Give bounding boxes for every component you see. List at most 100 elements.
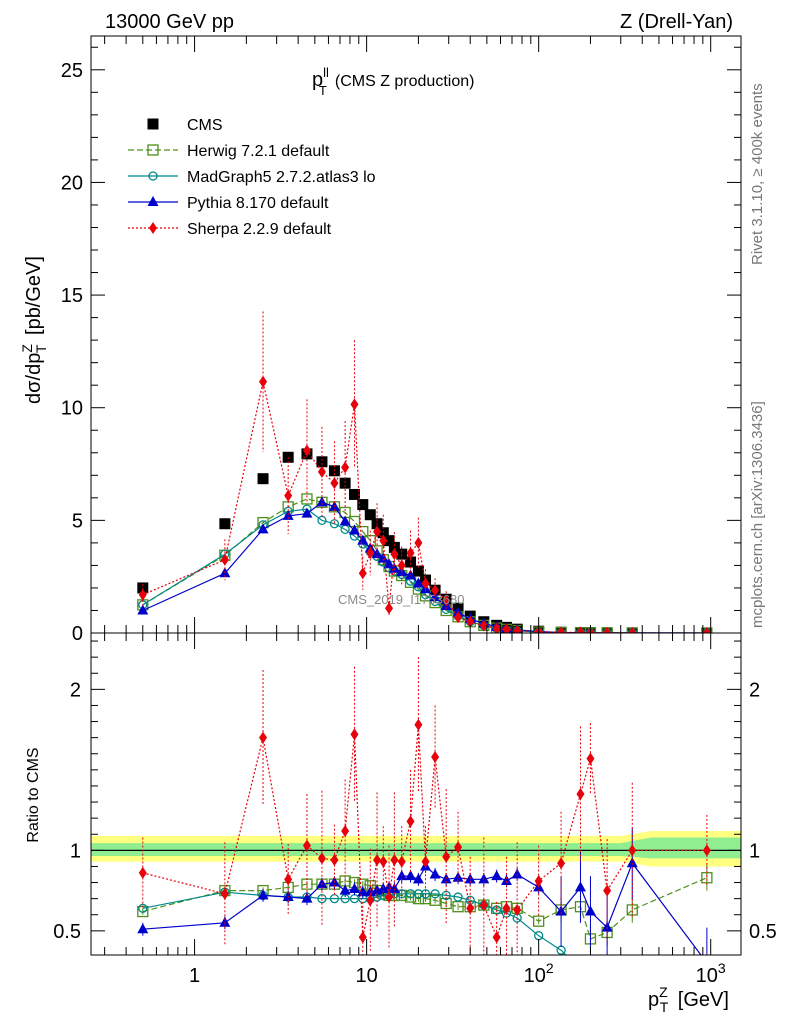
data-point — [479, 619, 488, 632]
data-point — [405, 569, 417, 580]
data-point — [414, 536, 423, 549]
main-y-tick-label: 15 — [61, 285, 83, 307]
data-point — [431, 584, 440, 597]
main-y-tick-label: 5 — [72, 510, 83, 532]
legend-label: CMS — [187, 117, 223, 134]
ratio-point — [379, 855, 388, 868]
ratio-point — [329, 894, 340, 904]
ratio-point — [502, 902, 511, 915]
ratio-point — [431, 750, 440, 763]
ratio-point — [284, 873, 293, 886]
ratio-y-tick-label-right: 1 — [749, 840, 760, 862]
ratio-point — [586, 752, 595, 765]
data-point — [357, 499, 369, 511]
ratio-y-tick-label: 1 — [70, 840, 81, 862]
data-point — [406, 547, 415, 560]
main-y-tick-label: 25 — [61, 60, 83, 82]
ratio-point — [557, 857, 566, 870]
data-point — [385, 602, 394, 615]
data-point — [442, 594, 451, 607]
data-point — [316, 496, 328, 507]
data-point — [396, 548, 408, 560]
ratio-point — [373, 854, 382, 867]
main-plot-area — [137, 311, 713, 633]
legend-label: Herwig 7.2.1 default — [187, 143, 330, 160]
header-left: 13000 GeV pp — [105, 11, 234, 33]
data-point — [317, 465, 326, 478]
legend-entry: CMS — [147, 117, 223, 134]
main-y-axis: 0 5 10 15 20 25 — [61, 46, 741, 645]
legend-marker — [148, 171, 158, 181]
data-point — [138, 588, 147, 601]
legend-entry: Sherpa 2.2.9 default — [128, 221, 332, 238]
ratio-point — [441, 890, 451, 901]
ratio-point — [513, 903, 522, 916]
main-title: pll T(CMS Z production) — [312, 65, 474, 98]
legend-entry: Herwig 7.2.1 default — [128, 143, 330, 160]
ratio-plot-area — [91, 657, 741, 955]
data-point — [357, 534, 369, 545]
ratio-point — [339, 884, 351, 895]
ratio-series-pythia — [137, 827, 708, 955]
data-point — [454, 611, 463, 624]
ratio-panel: 0.5 0.5 1 1 2 2 Ratio to CMS 1 10 102 103 pZ T [G… — [25, 36, 777, 1015]
series-pythia — [137, 496, 711, 633]
legend-entry: Pythia 8.170 default — [128, 195, 329, 212]
data-point — [603, 626, 612, 633]
main-y-tick-label: 10 — [61, 398, 83, 420]
data-point — [259, 375, 268, 388]
data-point — [137, 582, 149, 594]
ratio-point — [491, 870, 503, 881]
x-tick-label: 10 — [355, 965, 377, 987]
ratio-point — [421, 855, 430, 868]
ratio-point — [390, 854, 399, 867]
data-point — [257, 523, 269, 534]
ratio-point — [137, 923, 149, 934]
ratio-y-tick-label-right: 2 — [749, 679, 760, 701]
series-herwig — [137, 493, 713, 633]
rivet-label: Rivet 3.1.10, ≥ 400k events — [749, 83, 766, 265]
ratio-point — [413, 889, 424, 899]
x-tick-label: 1 — [189, 965, 200, 987]
ratio-point — [257, 889, 269, 900]
data-point — [348, 488, 360, 500]
ratio-point — [628, 844, 637, 857]
data-point — [492, 622, 501, 633]
data-point — [364, 509, 376, 521]
legend-marker — [147, 196, 159, 206]
legend-label: Pythia 8.170 default — [187, 195, 329, 212]
data-point — [316, 456, 328, 468]
data-point — [339, 515, 351, 526]
ratio-series-herwig — [137, 864, 713, 952]
data-point — [373, 525, 382, 538]
ratio-point — [358, 931, 367, 944]
ratio-y-tick-label: 0.5 — [53, 921, 81, 943]
ratio-point — [555, 905, 567, 916]
data-point — [390, 548, 399, 561]
data-point — [301, 493, 313, 505]
data-point — [412, 565, 424, 577]
ratio-point — [138, 903, 148, 913]
ratio-point — [412, 873, 424, 884]
legend: CMS Herwig 7.2.1 default MadGraph5 2.7.2.a… — [128, 117, 376, 238]
data-point — [377, 552, 389, 563]
data-point — [502, 623, 511, 633]
ratio-point — [420, 889, 431, 899]
ratio-point — [500, 874, 512, 885]
ratio-point — [601, 921, 613, 932]
ratio-point — [138, 866, 147, 879]
ratio-point — [429, 894, 441, 906]
ratio-point — [350, 728, 359, 741]
ratio-point — [603, 884, 612, 897]
legend-label: MadGraph5 2.7.2.atlas3 lo — [187, 169, 376, 186]
data-point — [513, 624, 522, 633]
ratio-y-tick-label: 2 — [70, 679, 81, 701]
ratio-point — [492, 931, 501, 944]
ratio-point — [317, 852, 326, 865]
data-point — [557, 626, 566, 633]
main-y-axis-label: dσ/dpZT [pb/GeV] — [19, 256, 49, 404]
ratio-point — [388, 882, 400, 893]
uncertainty-band-inner — [91, 837, 741, 859]
ratio-point — [341, 825, 350, 838]
